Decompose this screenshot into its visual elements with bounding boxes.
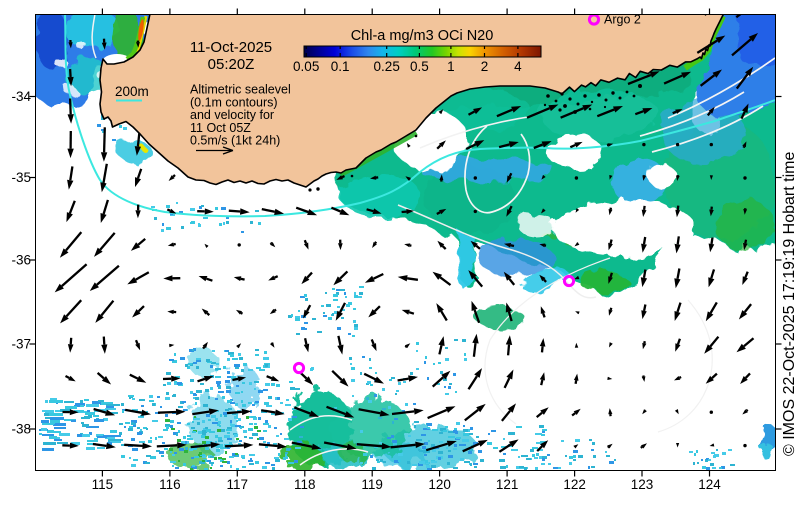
svg-text:-37: -37 [11, 337, 31, 352]
svg-text:116: 116 [159, 477, 181, 492]
svg-text:-35: -35 [11, 170, 31, 185]
svg-text:Chl-a mg/m3 OCi N20: Chl-a mg/m3 OCi N20 [351, 28, 494, 44]
svg-text:119: 119 [361, 477, 383, 492]
svg-text:115: 115 [92, 477, 114, 492]
svg-text:0.05: 0.05 [293, 59, 319, 74]
svg-text:-34: -34 [11, 89, 31, 104]
svg-text:© IMOS 22-Oct-2025 17:19:19 Ho: © IMOS 22-Oct-2025 17:19:19 Hobart time [781, 152, 798, 456]
svg-text:-38: -38 [11, 422, 31, 437]
svg-text:11-Oct-2025: 11-Oct-2025 [190, 39, 272, 56]
svg-text:1: 1 [447, 59, 455, 74]
svg-text:122: 122 [563, 477, 586, 492]
svg-text:120: 120 [428, 477, 451, 492]
svg-text:118: 118 [294, 477, 316, 492]
svg-text:4: 4 [514, 59, 522, 74]
svg-text:0.1: 0.1 [331, 59, 350, 74]
svg-text:-36: -36 [11, 253, 31, 268]
svg-text:11 Oct 05Z: 11 Oct 05Z [190, 121, 251, 135]
svg-text:0.5: 0.5 [410, 59, 429, 74]
svg-text:117: 117 [227, 477, 249, 492]
svg-text:and velocity for: and velocity for [190, 108, 274, 122]
svg-text:0.5m/s (1kt 24h): 0.5m/s (1kt 24h) [190, 134, 280, 148]
svg-text:Argo 2: Argo 2 [604, 13, 641, 27]
svg-text:Altimetric sealevel: Altimetric sealevel [190, 83, 291, 97]
svg-text:(0.1m contours): (0.1m contours) [190, 95, 278, 109]
svg-text:124: 124 [698, 477, 721, 492]
svg-text:2: 2 [481, 59, 489, 74]
svg-text:121: 121 [496, 477, 519, 492]
svg-text:05:20Z: 05:20Z [208, 56, 255, 73]
svg-text:200m: 200m [115, 84, 149, 99]
svg-text:123: 123 [631, 477, 654, 492]
svg-text:0.25: 0.25 [374, 59, 400, 74]
